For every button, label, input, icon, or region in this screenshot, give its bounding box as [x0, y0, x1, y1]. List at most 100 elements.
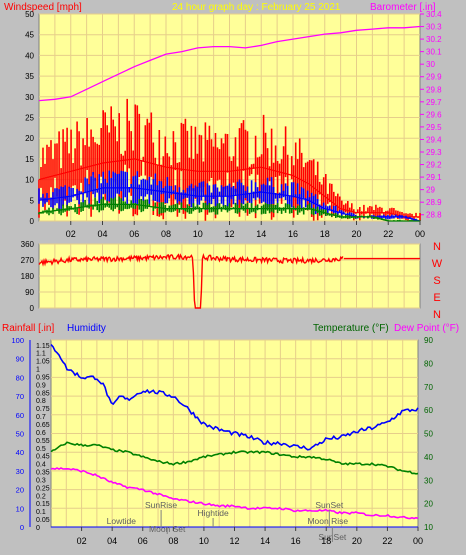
wind-gust-line — [38, 158, 420, 218]
barometer-y-tick-label: 30.3 — [426, 23, 442, 32]
x-tick-label: 14 — [256, 229, 266, 239]
direction-label: E — [433, 292, 440, 304]
direction-label: N — [433, 309, 441, 321]
humidity-y-tick-label: 10 — [16, 504, 24, 513]
rainfall-y-tick-label: 0 — [36, 525, 40, 532]
chart-title: 24 hour graph day : February 25 2021 — [172, 2, 341, 13]
x-tick-label: 04 — [107, 536, 117, 546]
barometer-y-tick-label: 28.9 — [426, 198, 442, 207]
rainfall-y-tick-label: 0.15 — [36, 501, 50, 508]
event-label: Hightide — [197, 508, 228, 518]
rainfall-y-tick-label: 0.5 — [36, 446, 46, 453]
wind-y-tick-label: 50 — [25, 10, 34, 19]
rainfall-y-tick-label: 0.4 — [36, 462, 46, 469]
rainfall-y-tick-label: 0.95 — [36, 374, 50, 381]
barometer-y-tick-label: 29.5 — [426, 123, 442, 132]
rainfall-y-tick-label: 0.7 — [36, 414, 46, 421]
humidity-y-tick-label: 30 — [16, 467, 24, 476]
direction-label: S — [433, 275, 440, 287]
event-label: SunRise — [145, 500, 177, 510]
temperature-line — [50, 441, 419, 475]
barometer-line — [38, 25, 421, 102]
x-tick-label: 00 — [415, 229, 425, 239]
humidity-y-tick-label: 60 — [16, 411, 24, 420]
rainfall-y-tick-label: 0.45 — [36, 454, 50, 461]
rainfall-y-tick-label: 0.75 — [36, 406, 50, 413]
x-tick-label: 06 — [138, 536, 148, 546]
wind-y-tick-label: 25 — [25, 114, 34, 123]
rainfall-y-tick-label: 1 — [36, 367, 40, 374]
rainfall-y-tick-label: 0.8 — [36, 398, 46, 405]
x-tick-label: 20 — [352, 536, 362, 546]
wind-y-tick-label: 30 — [25, 93, 34, 102]
barometer-y-tick-label: 29.1 — [426, 173, 442, 182]
x-tick-label: 08 — [168, 536, 178, 546]
barometer-y-tick-label: 28.8 — [426, 211, 442, 220]
barometer-y-tick-label: 29.6 — [426, 110, 442, 119]
wind-y-tick-label: 5 — [30, 196, 35, 205]
rainfall-y-tick-label: 0.25 — [36, 485, 50, 492]
temperature-y-tick-label: 40 — [424, 453, 433, 462]
direction-y-tick-label: 90 — [25, 288, 34, 297]
temperature-y-tick-label: 20 — [424, 500, 433, 509]
temperature-y-tick-label: 30 — [424, 476, 433, 485]
humidity-y-tick-label: 50 — [16, 430, 24, 439]
barometer-y-tick-label: 29.7 — [426, 98, 442, 107]
x-tick-label: 18 — [321, 536, 331, 546]
direction-y-tick-label: 180 — [21, 272, 35, 281]
rainfall-y-tick-label: 0.9 — [36, 382, 46, 389]
event-label: SunSet — [315, 500, 344, 510]
x-tick-label: 22 — [383, 229, 393, 239]
x-tick-label: 02 — [66, 229, 76, 239]
x-tick-label: 08 — [161, 229, 171, 239]
temperature-y-tick-label: 90 — [424, 336, 433, 345]
temperature-y-tick-label: 70 — [424, 383, 433, 392]
rainfall-y-tick-label: 0.6 — [36, 430, 46, 437]
direction-y-tick-label: 360 — [21, 240, 35, 249]
x-tick-label: 12 — [229, 536, 239, 546]
humidity-y-tick-label: 100 — [11, 336, 24, 345]
humidity-y-tick-label: 20 — [16, 486, 24, 495]
barometer-y-tick-label: 30.4 — [426, 10, 442, 19]
barometer-y-tick-label: 29.8 — [426, 85, 442, 94]
x-tick-label: 04 — [97, 229, 107, 239]
barometer-y-tick-label: 29.2 — [426, 161, 442, 170]
direction-y-tick-label: 0 — [30, 304, 35, 313]
x-tick-label: 14 — [260, 536, 270, 546]
temperature-y-tick-label: 80 — [424, 359, 433, 368]
direction-label: W — [432, 258, 443, 270]
windspeed-axis-label: Windspeed [mph] — [4, 2, 82, 13]
wind-y-tick-label: 15 — [25, 155, 34, 164]
x-tick-label: 22 — [382, 536, 392, 546]
rainfall-axis-label: Rainfall [.in] — [2, 323, 54, 334]
x-tick-label: 20 — [351, 229, 361, 239]
barometer-y-tick-label: 29.3 — [426, 148, 442, 157]
direction-y-tick-label: 270 — [21, 256, 35, 265]
rainfall-y-tick-label: 0.3 — [36, 477, 46, 484]
humidity-y-tick-label: 80 — [16, 373, 24, 382]
wind-y-tick-label: 35 — [25, 72, 34, 81]
barometer-y-tick-label: 30.1 — [426, 48, 442, 57]
wind-y-tick-label: 45 — [25, 31, 34, 40]
temperature-y-tick-label: 50 — [424, 430, 433, 439]
rainfall-y-tick-label: 1.15 — [36, 343, 50, 350]
humidity-y-tick-label: 90 — [16, 355, 24, 364]
dewpoint-line — [50, 467, 419, 520]
barometer-y-tick-label: 29.9 — [426, 73, 442, 82]
wind-y-tick-label: 20 — [25, 134, 34, 143]
dewpoint-axis-label: Dew Point (°F) — [394, 323, 459, 334]
rainfall-y-tick-label: 0.65 — [36, 422, 50, 429]
x-tick-label: 00 — [413, 536, 423, 546]
humidity-axis-label: Humidity — [67, 323, 106, 334]
x-tick-label: 18 — [320, 229, 330, 239]
rainfall-y-tick-label: 1.1 — [36, 351, 46, 358]
rainfall-y-tick-label: 1.05 — [36, 359, 50, 366]
temperature-y-tick-label: 60 — [424, 406, 433, 415]
rainfall-y-tick-label: 0.2 — [36, 493, 46, 500]
rainfall-y-tick-label: 0.55 — [36, 438, 50, 445]
rainfall-y-tick-label: 0.35 — [36, 470, 50, 477]
wind-y-tick-label: 40 — [25, 51, 34, 60]
temperature-axis-label: Temperature (°F) — [313, 323, 389, 334]
direction-label: N — [433, 241, 441, 253]
